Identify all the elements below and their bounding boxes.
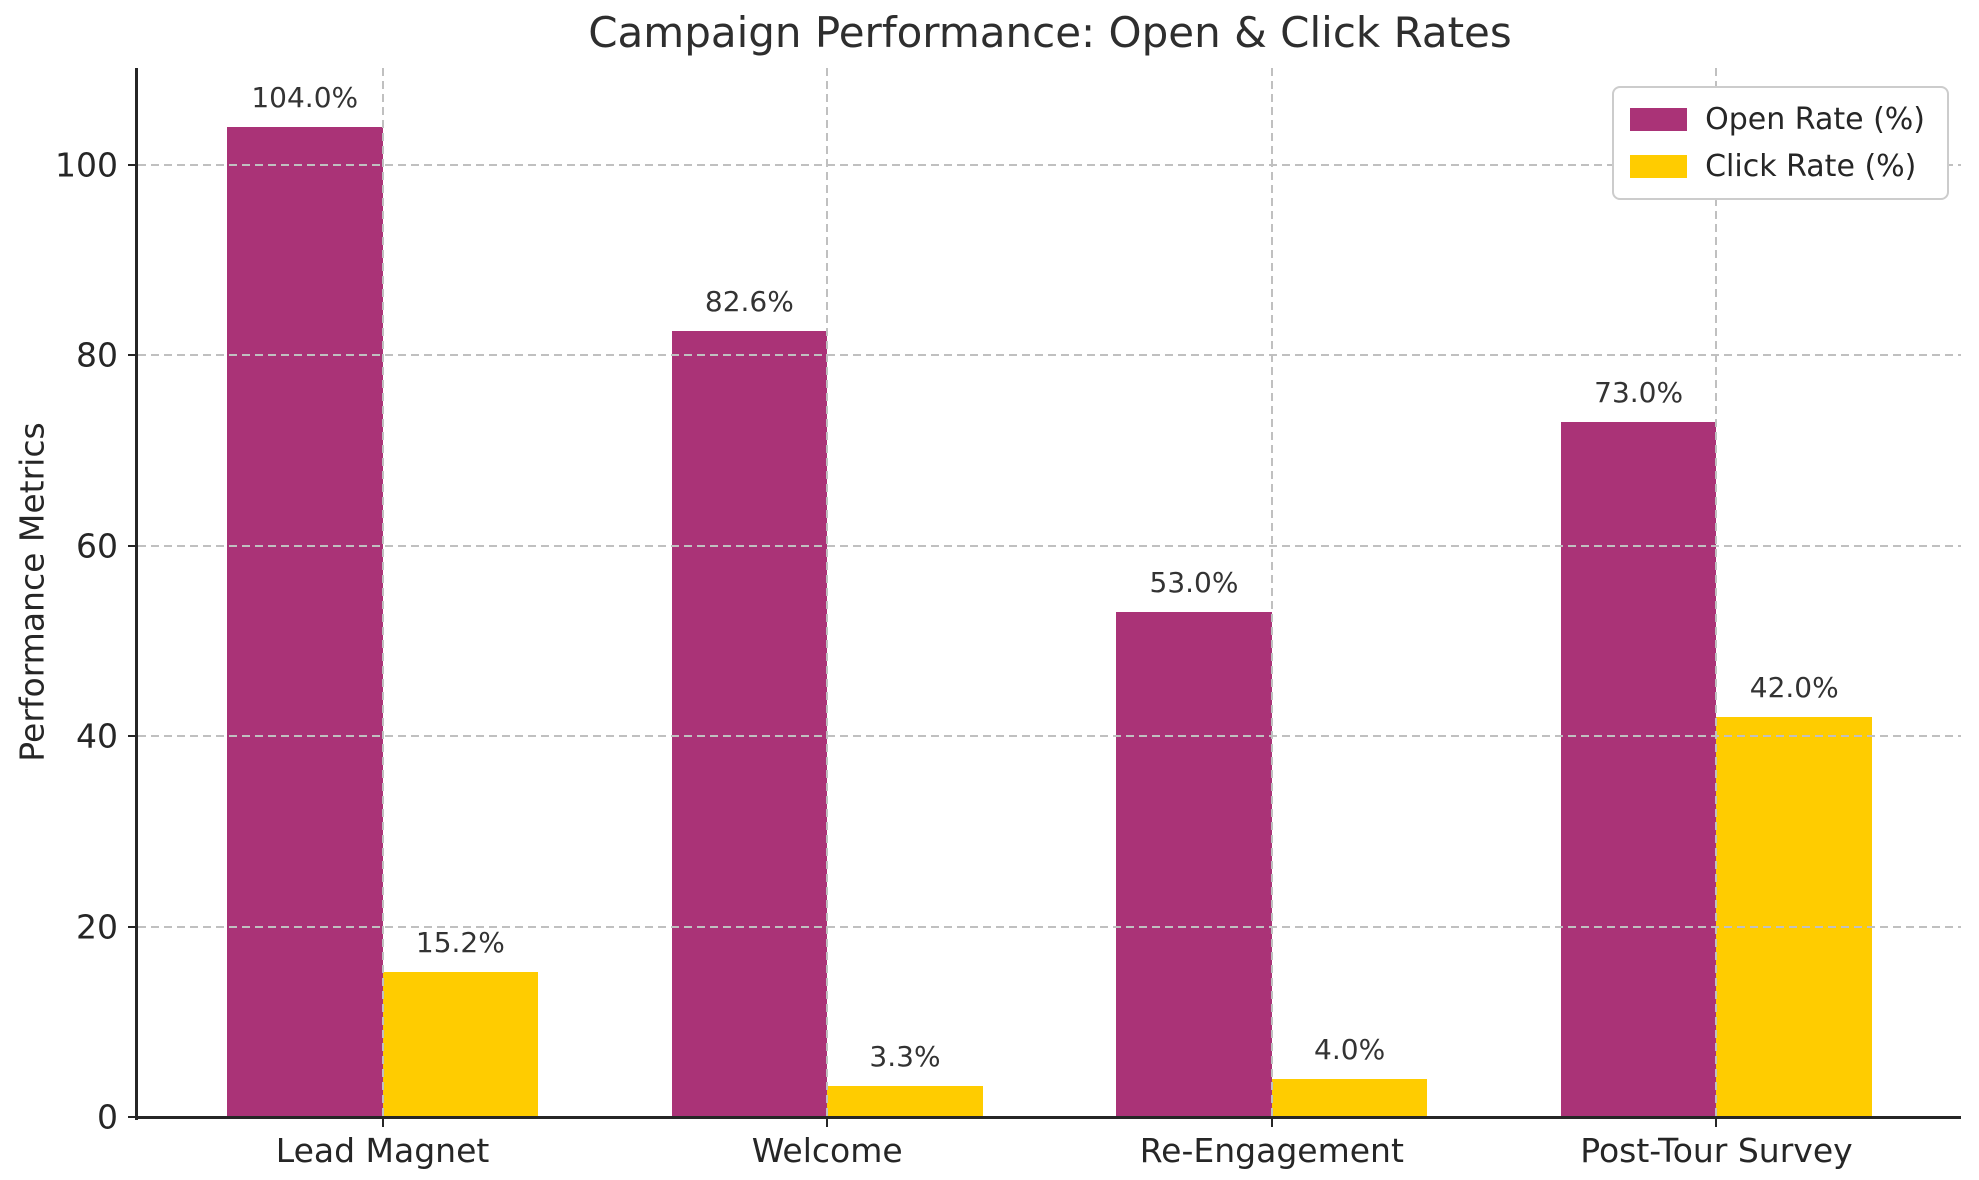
bar-open-rate-post-tour-survey (1560, 422, 1717, 1117)
y-axis-spine (135, 68, 138, 1120)
gridline-x-post-tour-survey (1715, 68, 1718, 1117)
click-rate-swatch (1630, 155, 1688, 178)
legend-label-click-rate: Click Rate (%) (1705, 149, 1917, 184)
y-tick-0 (128, 1116, 138, 1118)
bar-open-rate-re-engagement (1116, 612, 1272, 1117)
y-tick-label-80: 80 (76, 335, 118, 375)
x-tick-label-lead-magnet: Lead Magnet (275, 1131, 490, 1170)
y-tick-label-0: 0 (97, 1097, 118, 1137)
x-tick-label-post-tour-survey: Post-Tour Survey (1580, 1131, 1853, 1170)
gridline-x-lead-magnet (381, 68, 384, 1117)
value-label-open-rate-lead-magnet: 104.0% (251, 81, 359, 115)
x-tick-re-engagement (1270, 1117, 1273, 1127)
bar-click-rate-re-engagement (1271, 1078, 1428, 1117)
bar-click-rate-lead-magnet (382, 972, 539, 1117)
bar-open-rate-welcome (671, 330, 828, 1117)
value-label-click-rate-re-engagement: 4.0% (1314, 1032, 1386, 1066)
gridline-y-100 (138, 164, 1961, 167)
value-label-open-rate-welcome: 82.6% (704, 284, 794, 318)
x-tick-post-tour-survey (1715, 1117, 1718, 1127)
gridline-y-80 (138, 354, 1961, 357)
open-rate-swatch (1630, 108, 1688, 131)
x-tick-label-welcome: Welcome (751, 1131, 903, 1170)
legend-item-open-rate: Open Rate (%) (1630, 102, 1925, 137)
chart-title: Campaign Performance: Open & Click Rates (588, 8, 1512, 57)
gridline-x-welcome (826, 68, 829, 1117)
bar-click-rate-welcome (827, 1085, 983, 1117)
y-tick-label-40: 40 (76, 716, 118, 756)
gridline-x-re-engagement (1270, 68, 1273, 1117)
value-label-click-rate-lead-magnet: 15.2% (415, 926, 505, 960)
x-tick-label-re-engagement: Re-Engagement (1139, 1131, 1404, 1170)
y-tick-80 (128, 354, 138, 357)
legend-item-click-rate: Click Rate (%) (1630, 149, 1925, 184)
y-tick-40 (128, 735, 138, 738)
y-tick-label-20: 20 (76, 907, 118, 947)
y-tick-label-60: 60 (76, 526, 118, 566)
gridline-y-40 (138, 735, 1961, 738)
x-tick-welcome (826, 1117, 829, 1127)
value-label-open-rate-re-engagement: 53.0% (1149, 566, 1239, 600)
x-tick-lead-magnet (381, 1117, 384, 1127)
bar-click-rate-post-tour-survey (1716, 717, 1873, 1117)
y-tick-60 (128, 544, 138, 547)
y-tick-20 (128, 925, 138, 928)
legend-label-open-rate: Open Rate (%) (1705, 102, 1925, 137)
x-axis-spine (135, 1116, 1961, 1119)
value-label-click-rate-welcome: 3.3% (869, 1039, 941, 1073)
y-axis-label: Performance Metrics (12, 422, 52, 762)
legend: Open Rate (%) Click Rate (%) (1612, 86, 1949, 200)
value-label-open-rate-post-tour-survey: 73.0% (1594, 376, 1684, 410)
gridline-y-20 (138, 925, 1961, 928)
y-tick-100 (128, 164, 138, 167)
bar-open-rate-lead-magnet (226, 127, 383, 1117)
gridline-y-60 (138, 544, 1961, 547)
y-tick-label-100: 100 (55, 145, 118, 185)
value-label-click-rate-post-tour-survey: 42.0% (1749, 671, 1839, 705)
